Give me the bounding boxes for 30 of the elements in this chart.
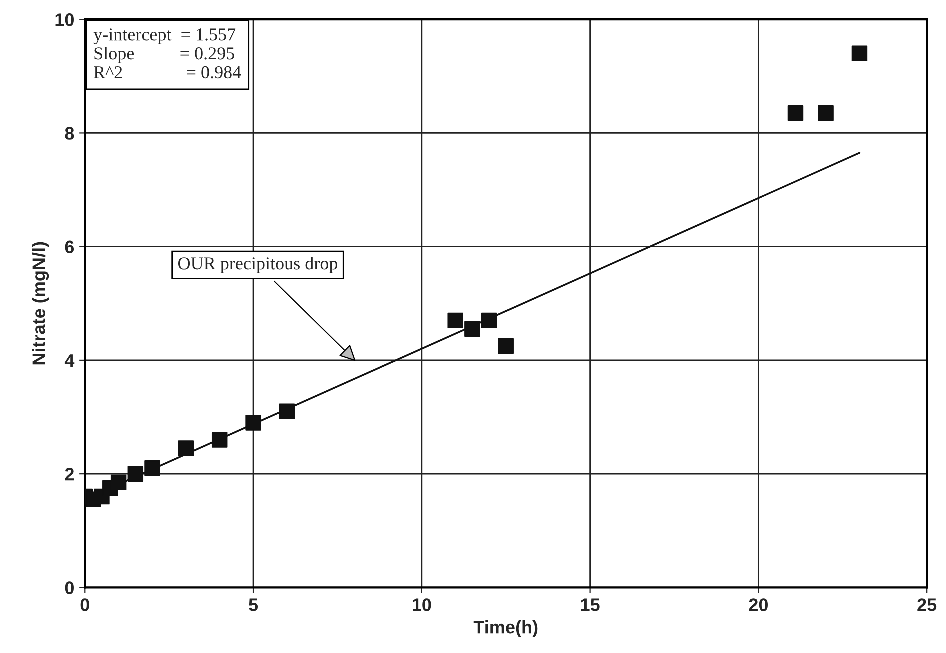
- y-tick-label: 4: [64, 354, 75, 367]
- point: [818, 105, 834, 122]
- point: [788, 105, 804, 122]
- x-tick-label: 0: [80, 598, 90, 612]
- point: [498, 338, 514, 354]
- point: [852, 46, 868, 62]
- y-tick-label: 0: [65, 582, 74, 594]
- point: [481, 312, 498, 329]
- point: [246, 415, 262, 431]
- annotation: OUR precipitous drop: [178, 257, 338, 274]
- x-tick-label: 10: [413, 598, 432, 612]
- x-axis-title: Time(h): [474, 620, 538, 638]
- point: [110, 474, 127, 490]
- point: [464, 321, 480, 338]
- point: [448, 312, 464, 329]
- y-tick-label: 10: [56, 14, 74, 26]
- y-tick-label: 6: [65, 240, 74, 254]
- x-tick-label: 25: [918, 598, 937, 612]
- y-tick-label: 2: [65, 468, 74, 481]
- point: [144, 460, 160, 476]
- y-axis-title: Nitrate (mgN/l): [32, 242, 50, 365]
- y-tick-label: 8: [65, 127, 74, 140]
- x-tick-label: 20: [749, 598, 768, 612]
- point: [279, 404, 296, 420]
- point: [212, 432, 228, 448]
- point: [128, 466, 144, 482]
- x-tick-label: 5: [249, 598, 258, 612]
- annotation: y-intercept = 1.557 Slope = 0.295 R^2 = 0.984: [94, 28, 242, 79]
- point: [178, 440, 194, 456]
- x-tick-label: 15: [581, 598, 600, 612]
